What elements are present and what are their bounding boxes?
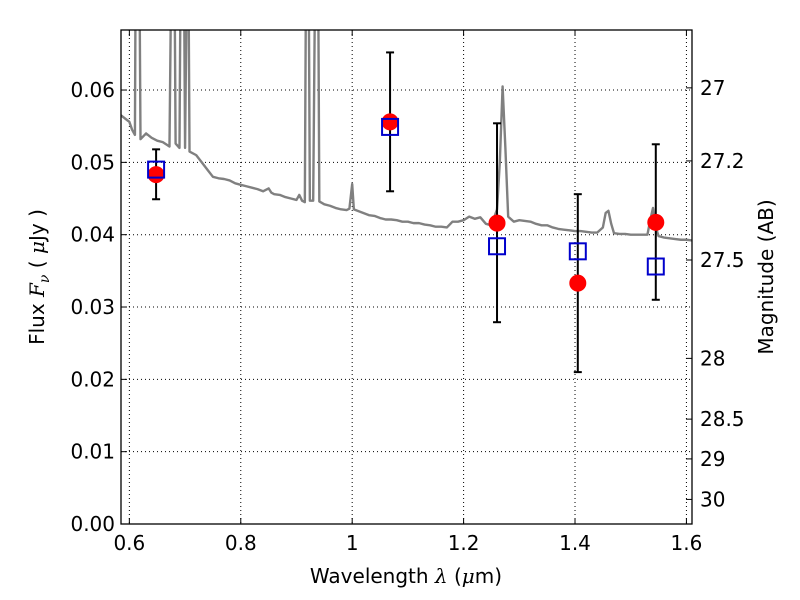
y-tick-label: 0.05	[70, 150, 115, 174]
y2-tick-label: 27	[700, 76, 725, 100]
y-axis-unit-greek: μ	[25, 241, 49, 254]
sed-spectrum-line	[121, 30, 692, 242]
y2-tick-labels: 27 27.2 27.5 28 28.5 29 30	[700, 76, 745, 512]
model-point	[147, 160, 166, 179]
observed-point	[488, 214, 506, 232]
observed-layer	[147, 113, 665, 292]
y-axis-unit-open: (	[25, 254, 49, 275]
y2-tick-label: 27.5	[700, 248, 745, 272]
x-axis-unit-greek: μ	[462, 564, 475, 588]
x-tick-label: 0.6	[113, 531, 145, 555]
x-tick-label: 0.8	[225, 531, 257, 555]
y2-tick-label: 28.5	[700, 407, 745, 431]
y-axis-title-prefix: Flux	[25, 297, 49, 345]
y-tick-label: 0.06	[70, 78, 115, 102]
model-point	[381, 117, 400, 136]
model-point	[488, 237, 507, 256]
y2-tick-label: 30	[700, 487, 725, 511]
x-axis-symbol: λ	[434, 564, 448, 588]
y2-tick-label: 27.2	[700, 149, 745, 173]
x-tick-label: 1.2	[448, 531, 480, 555]
y-axis-title: Flux Fν ( μJy )	[25, 209, 53, 345]
observed-point	[569, 274, 587, 292]
y-tick-label: 0.02	[70, 367, 115, 391]
y-axis-unit-rest: Jy )	[25, 209, 49, 243]
y-tick-label: 0.00	[70, 512, 115, 536]
y2-tick-label: 28	[700, 346, 725, 370]
y-axis-subscript: ν	[37, 274, 53, 283]
y-tick-label: 0.01	[70, 440, 115, 464]
y-tick-label: 0.04	[70, 223, 115, 247]
y-axis-symbol: F	[25, 282, 49, 298]
model-layer	[147, 117, 665, 276]
plot-frame	[120, 29, 693, 525]
y-tick-label: 0.03	[70, 295, 115, 319]
y-tick-labels: 0.00 0.01 0.02 0.03 0.04 0.05 0.06	[70, 78, 115, 536]
x-axis-title: Wavelength λ (μm)	[310, 564, 502, 588]
x-tick-label: 1.6	[671, 531, 703, 555]
observed-point	[381, 113, 399, 131]
x-axis-title-prefix: Wavelength	[310, 564, 435, 588]
x-axis-unit-rest: m)	[475, 564, 502, 588]
y2-axis-title: Magnitude (AB)	[754, 199, 778, 354]
model-point	[646, 257, 665, 276]
axis-ticks	[121, 30, 692, 525]
x-tick-label: 1	[346, 531, 359, 555]
plot-background	[121, 30, 692, 524]
sed-layer	[121, 30, 692, 242]
model-point	[568, 242, 587, 261]
observed-point	[147, 166, 165, 184]
x-axis-unit-open: (	[448, 564, 462, 588]
x-tick-labels: 0.6 0.8 1 1.2 1.4 1.6	[113, 531, 702, 555]
x-tick-label: 1.4	[559, 531, 591, 555]
y2-tick-label: 29	[700, 447, 725, 471]
observed-point	[647, 213, 665, 231]
